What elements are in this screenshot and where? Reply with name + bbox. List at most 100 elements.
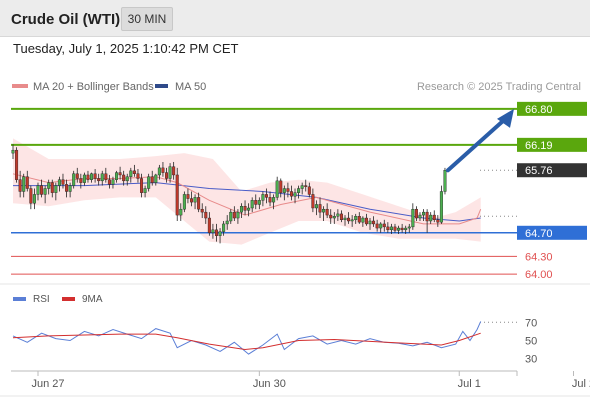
candle [404,225,408,234]
candle [286,182,290,198]
candle [79,173,83,189]
candle [418,212,422,221]
candle [214,223,218,242]
candle [54,182,58,201]
support-value: 64.00 [525,269,553,281]
rsi-tick-label: 70 [525,317,537,329]
candle [343,215,347,226]
candle [350,215,354,227]
rsi-ma-line [12,332,481,351]
ma20-legend-label: MA 20 + Bollinger Bands [33,81,154,93]
ma50-legend-swatch [155,84,168,88]
timeframe-button[interactable]: 30 MIN [121,7,173,31]
candle [282,185,286,201]
candle [179,203,183,221]
candle [107,174,111,189]
pivot-value: 64.70 [525,228,553,240]
candle [211,223,215,239]
candle [400,223,404,233]
candle [204,206,208,224]
candle [297,185,301,199]
candle [436,215,440,227]
candle [150,170,154,186]
candle [432,210,436,223]
candle [222,220,226,236]
resistance-value: 66.19 [525,140,553,152]
candle [90,172,94,183]
candle [122,170,126,186]
resistance-badge [517,101,587,116]
candle [129,167,133,183]
candle [22,173,26,198]
candle [175,167,179,221]
candle [140,173,144,198]
ma9-legend-label: 9MA [82,294,103,305]
candle [182,191,186,213]
candle [318,197,322,219]
candle [61,173,65,189]
candle [275,176,279,201]
candle [229,209,233,224]
candle [207,212,211,236]
candle [186,188,190,204]
candle [425,209,429,233]
candle [68,182,72,198]
forecast-arrow-head [497,108,514,128]
candle [161,161,165,177]
candle [361,216,365,227]
level-badges: 66.80 66.19 65.76 64.70 64.30 64.00 [517,101,587,281]
candle [336,209,340,221]
candle [50,179,54,198]
candle [357,212,361,224]
candle [65,179,69,198]
current-price-value: 65.76 [525,165,553,177]
candle [375,219,379,232]
candle [25,170,29,192]
candle [225,215,229,230]
candle [389,223,393,234]
ma20-legend-swatch [12,84,28,88]
candle [189,191,193,207]
candle [268,191,272,207]
candle [407,223,411,233]
candle [368,218,372,230]
candle [279,178,283,198]
candle [347,212,351,224]
candle [329,209,333,224]
candle [443,167,447,195]
candle [218,228,222,244]
candle [232,206,236,221]
candle [304,179,308,192]
bollinger-bands [13,138,481,245]
candle [397,225,401,234]
candle [115,170,119,183]
rsi-legend-label: RSI [33,294,50,305]
candle [300,182,304,195]
candle [118,166,122,180]
candle [250,197,254,213]
candle [322,206,326,221]
candle [325,203,329,219]
ma50-legend-label: MA 50 [175,81,206,93]
forecast-arrow [445,108,514,173]
candle [414,206,418,221]
candle [86,170,90,183]
candle [157,164,161,180]
candle [104,167,108,183]
candle [354,213,358,224]
candle [154,173,158,186]
candle [429,212,433,224]
candle [132,164,136,177]
credit-text: Research © 2025 Trading Central [417,81,581,93]
candle [143,185,147,198]
candle [43,185,47,204]
candle [15,147,19,183]
candle [47,179,51,195]
candle [289,185,293,201]
candle [72,170,76,189]
candle [165,167,169,183]
candle [339,210,343,223]
candle [32,188,36,210]
candle [29,185,33,210]
x-tick-label: Jun 30 [253,378,286,390]
